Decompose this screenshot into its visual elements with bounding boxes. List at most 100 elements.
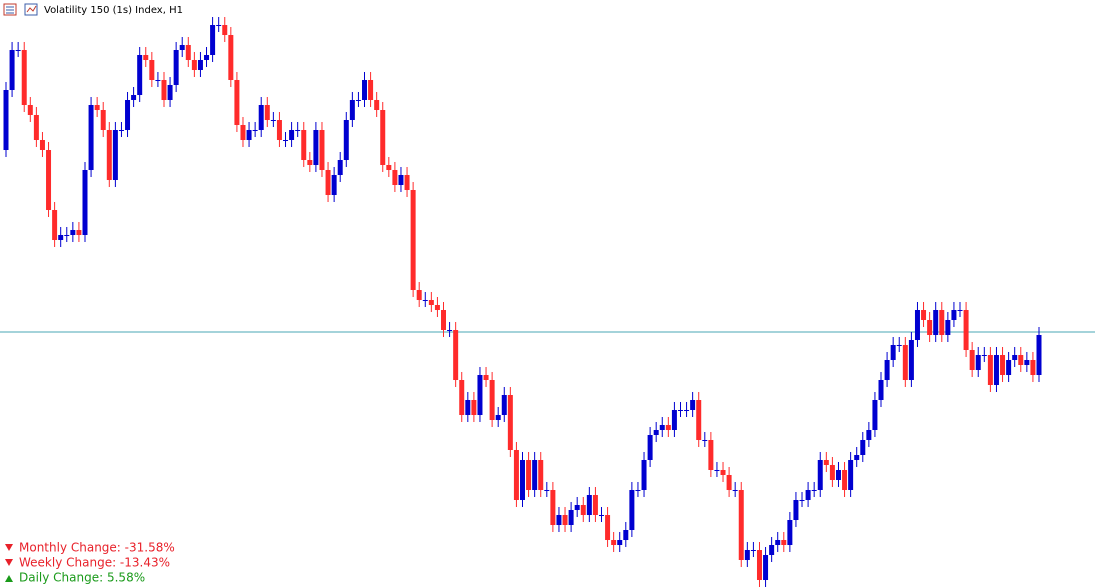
candle-body <box>848 460 854 490</box>
candle-body <box>70 230 76 235</box>
candle-body <box>264 105 270 120</box>
candle-body <box>732 490 738 491</box>
candle-body <box>1018 355 1024 365</box>
candle-body <box>337 160 343 175</box>
candle-body <box>39 140 45 150</box>
candle-body <box>167 85 173 100</box>
candle-body <box>82 170 88 235</box>
candle-body <box>987 355 993 385</box>
candle-body <box>878 380 884 400</box>
candle-body <box>939 310 945 335</box>
change-arrow <box>5 544 13 551</box>
candle-body <box>258 105 264 130</box>
candle-body <box>392 170 398 185</box>
candle-body <box>276 120 282 140</box>
candle-body <box>94 105 100 110</box>
candle-body <box>222 25 228 35</box>
candle-body <box>829 465 835 480</box>
candle-body <box>665 425 671 430</box>
candle-body <box>951 310 957 320</box>
candle-body <box>27 105 33 115</box>
candle-body <box>550 490 556 525</box>
candle-body <box>204 55 210 60</box>
candle-body <box>677 410 683 411</box>
candle-body <box>787 520 793 545</box>
candle-body <box>495 415 501 420</box>
candle-body <box>295 130 301 131</box>
candle-body <box>362 80 368 100</box>
candle-body <box>319 130 325 170</box>
candle-body <box>76 230 82 235</box>
candle-body <box>1036 335 1042 375</box>
candle-body <box>580 505 586 515</box>
candle-body <box>441 310 447 330</box>
candle-body <box>125 100 131 130</box>
candle-body <box>744 550 750 560</box>
candle-body <box>854 455 860 460</box>
candle-body <box>52 210 58 240</box>
candle-body <box>866 430 872 440</box>
candle-body <box>9 50 15 90</box>
candle-body <box>447 330 453 331</box>
candle-body <box>173 50 179 85</box>
candle-body <box>428 300 434 305</box>
candle-body <box>386 165 392 170</box>
candle-body <box>210 25 216 55</box>
candle-body <box>617 540 623 545</box>
candle-body <box>489 380 495 420</box>
change-text: Daily Change: 5.58% <box>19 571 145 585</box>
candle-body <box>422 300 428 301</box>
candle-body <box>714 470 720 471</box>
candle-body <box>137 55 143 95</box>
candle-body <box>374 100 380 110</box>
candle-body <box>520 460 525 500</box>
candle-body <box>143 55 149 60</box>
candle-body <box>501 395 507 415</box>
candle-body <box>325 170 331 195</box>
candle-body <box>945 320 951 335</box>
change-arrow <box>5 559 13 566</box>
candle-body <box>465 400 471 415</box>
candle-body <box>641 460 647 490</box>
candle-body <box>896 345 902 346</box>
candle-body <box>33 115 39 140</box>
change-arrow <box>5 575 13 582</box>
candle-body <box>434 305 440 310</box>
candle-body <box>507 395 513 450</box>
candle-body <box>380 110 386 165</box>
candle-body <box>799 500 805 501</box>
candle-body <box>331 175 337 195</box>
candle-body <box>416 290 422 300</box>
candle-body <box>914 310 920 340</box>
candle-body <box>513 450 519 500</box>
candle-body <box>21 50 27 105</box>
candle-body <box>823 460 829 465</box>
candle-body <box>835 470 841 480</box>
candle-body <box>179 45 185 50</box>
candle-body <box>605 515 611 540</box>
candle-body <box>969 350 975 370</box>
candle-body <box>738 490 744 560</box>
candle-body <box>568 510 574 525</box>
candle-body <box>410 190 416 290</box>
candle-body <box>963 310 969 350</box>
candle-body <box>58 235 64 240</box>
candle-body <box>671 410 677 430</box>
candle-body <box>118 130 124 131</box>
candle-body <box>750 550 756 551</box>
candle-body <box>726 475 732 490</box>
candle-body <box>1030 360 1036 375</box>
candle-body <box>477 375 483 415</box>
candle-body <box>872 400 878 430</box>
candle-body <box>562 515 568 525</box>
candle-body <box>993 355 999 385</box>
candle-body <box>817 460 823 490</box>
change-text: Weekly Change: -13.43% <box>19 556 170 570</box>
candle-body <box>283 140 289 141</box>
candle-body <box>240 125 246 140</box>
candle-body <box>933 310 939 335</box>
candle-body <box>270 120 276 121</box>
candle-body <box>756 550 762 580</box>
candle-body <box>702 440 708 441</box>
candle-body <box>483 375 489 380</box>
